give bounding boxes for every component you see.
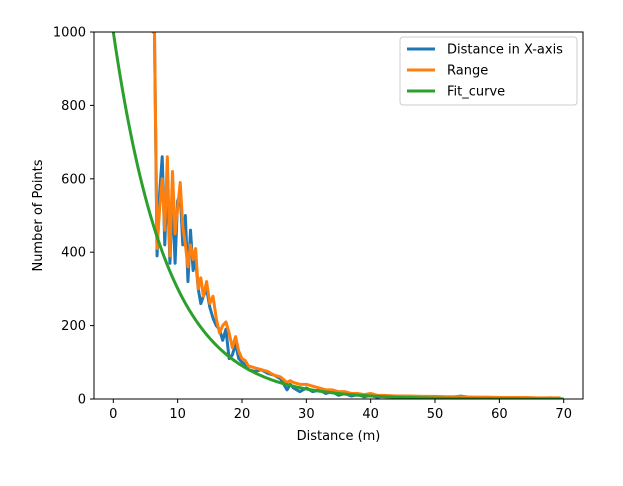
legend-label-fit-curve: Fit_curve (447, 85, 505, 100)
y-tick-label: 800 (61, 99, 86, 114)
y-axis-label: Number of Points (31, 159, 46, 271)
y-tick-label: 1000 (53, 26, 86, 41)
y-tick-label: 400 (61, 246, 86, 261)
y-axis: 0 200 400 600 800 1000 (53, 26, 94, 408)
legend-box (399, 36, 578, 106)
y-tick-label: 600 (61, 172, 86, 187)
legend: Distance in X-axis Range Fit_curve (399, 36, 578, 106)
x-tick-label: 60 (491, 407, 508, 422)
x-axis: 0 10 20 30 40 50 60 70 (109, 399, 572, 422)
x-tick-label: 20 (234, 407, 251, 422)
legend-label-distance-in-x-axis: Distance in X-axis (447, 43, 563, 58)
x-tick-label: 50 (427, 407, 444, 422)
y-tick-label: 200 (61, 319, 86, 334)
x-tick-label: 10 (169, 407, 186, 422)
x-axis-label: Distance (m) (297, 429, 381, 444)
x-tick-label: 30 (298, 407, 315, 422)
legend-label-range: Range (447, 64, 488, 79)
x-tick-label: 0 (109, 407, 117, 422)
x-tick-label: 70 (555, 407, 572, 422)
x-tick-label: 40 (362, 407, 379, 422)
y-tick-label: 0 (78, 393, 86, 408)
plot-frame (93, 31, 584, 400)
